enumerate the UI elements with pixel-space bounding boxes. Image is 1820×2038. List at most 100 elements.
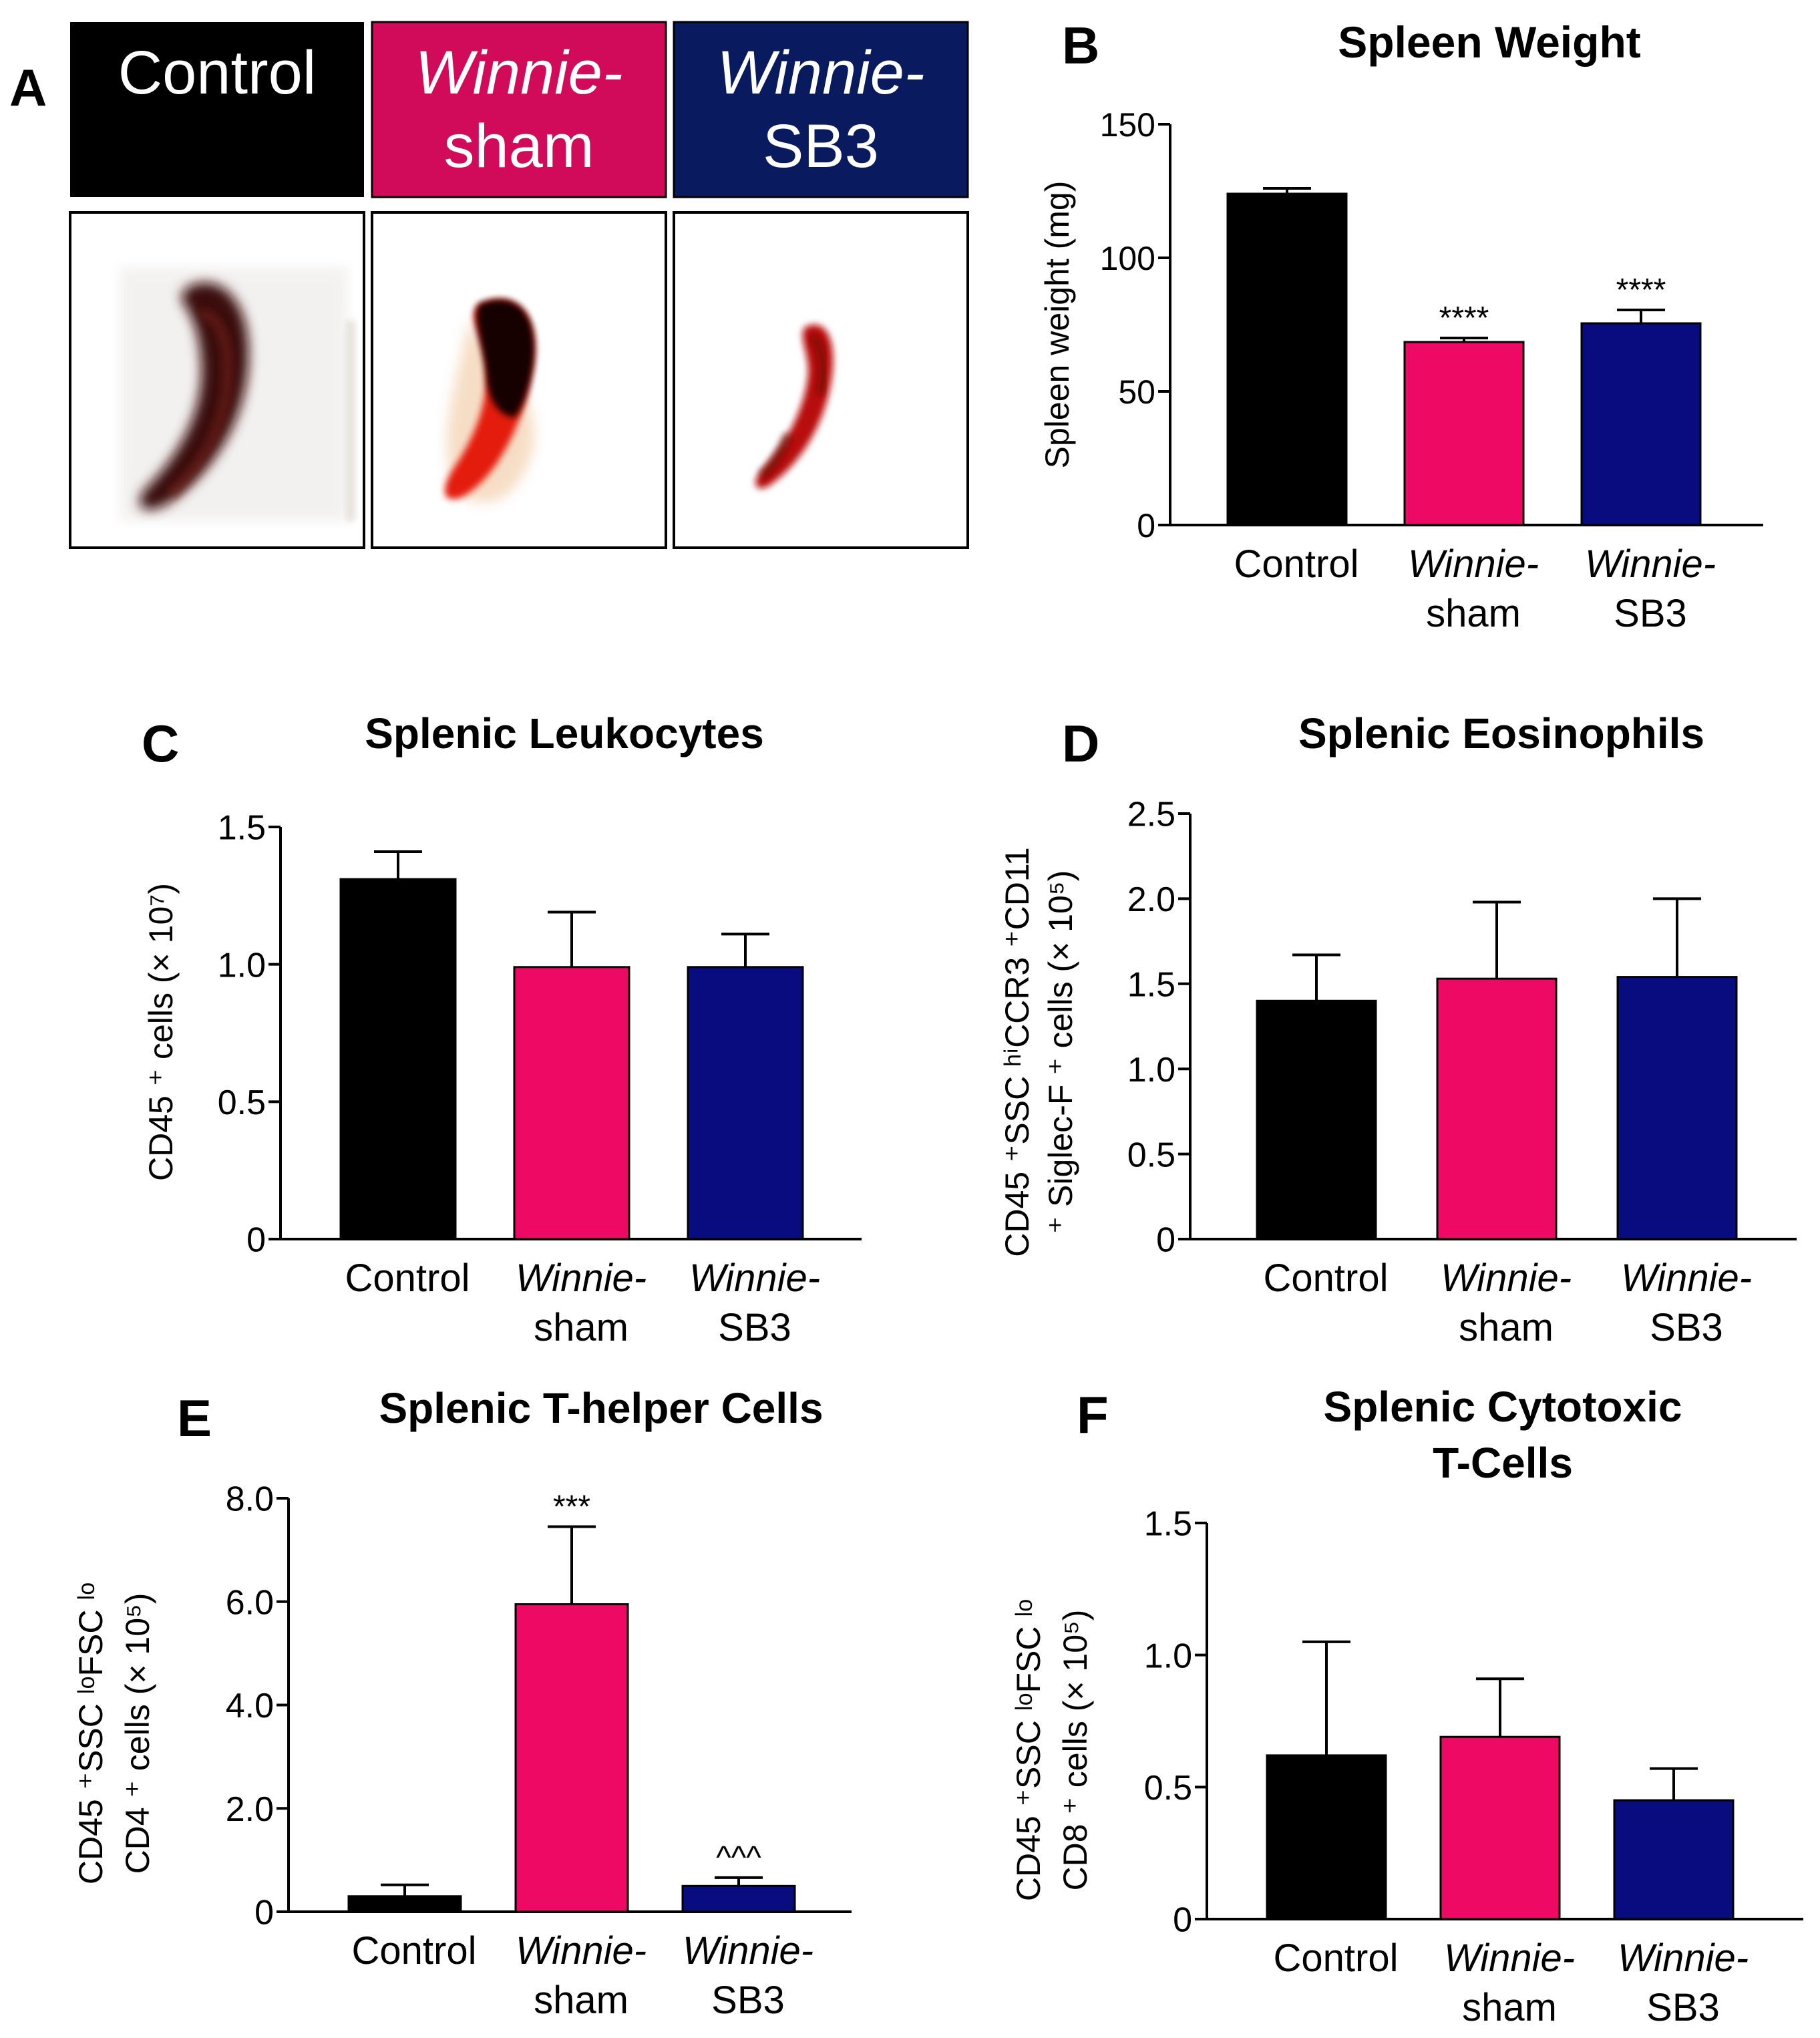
y-tick-label: 2.0 bbox=[226, 1790, 274, 1829]
panel-letter: B bbox=[1062, 16, 1099, 75]
y-tick-label: 0.5 bbox=[218, 1083, 266, 1122]
x-category-label: SB3 bbox=[711, 1979, 785, 2022]
y-tick-label: 0.5 bbox=[1127, 1136, 1175, 1174]
y-tick-label: 1.0 bbox=[1127, 1051, 1175, 1089]
y-tick-label: 0 bbox=[246, 1221, 266, 1260]
bar bbox=[1266, 1754, 1387, 1920]
x-category-label: SB3 bbox=[1614, 592, 1687, 635]
x-category-label: sham bbox=[1426, 592, 1521, 635]
x-category-label: Winnie- bbox=[516, 1929, 647, 1973]
x-category-label: Winnie- bbox=[683, 1929, 813, 1973]
y-tick-label: 0 bbox=[1156, 1221, 1175, 1260]
bar bbox=[339, 878, 457, 1240]
chart-splenic-cytotoxic-t-cells: F Splenic Cytotoxic T-Cells CD45 ⁺SSC ˡᵒFSC… bbox=[1010, 1383, 1803, 2029]
bar bbox=[687, 966, 804, 1240]
x-category-label: Winnie- bbox=[1444, 1936, 1575, 1980]
x-category-label: Winnie- bbox=[1585, 542, 1716, 586]
y-tick-label: 0 bbox=[254, 1894, 274, 1932]
y-axis-label: Spleen weight (mg) bbox=[1039, 181, 1076, 469]
label-control-plain: Control bbox=[118, 39, 317, 107]
chart-title: T-Cells bbox=[1433, 1439, 1573, 1487]
significance-label: **** bbox=[1616, 273, 1666, 308]
bar bbox=[1580, 322, 1702, 526]
chart-splenic-t-helper-cells: E Splenic T-helper Cells CD45 ⁺SSC ˡᵒFSC ˡ… bbox=[72, 1384, 852, 2022]
bar bbox=[1403, 341, 1525, 526]
x-category-label: SB3 bbox=[1646, 1986, 1720, 2029]
bar bbox=[514, 1603, 629, 1913]
panel-a-letter: A bbox=[9, 58, 47, 117]
y-tick-label: 6.0 bbox=[226, 1583, 274, 1622]
bar bbox=[513, 966, 630, 1240]
label-sb3-line1: Winnie- bbox=[717, 39, 924, 107]
y-axis-label: CD45 ⁺SSC ˡᵒFSC ˡᵒ bbox=[72, 1582, 110, 1884]
y-tick-label: 1.5 bbox=[218, 809, 266, 848]
panel-letter: F bbox=[1077, 1385, 1109, 1444]
x-category-label: sham bbox=[534, 1979, 628, 2022]
x-category-label: Winnie- bbox=[1441, 1256, 1572, 1300]
panel-letter: C bbox=[142, 714, 179, 773]
chart-spleen-weight: B Spleen Weight Spleen weight (mg) 0 50 100 15… bbox=[1039, 16, 1763, 635]
x-category-label: Control bbox=[352, 1929, 477, 1973]
y-tick-label: 150 bbox=[1100, 106, 1155, 144]
chart-title: Splenic Leukocytes bbox=[365, 709, 764, 757]
y-axis-label: ⁺ Siglec-F ⁺ cells (× 10⁵) bbox=[1042, 870, 1079, 1234]
x-category-label: SB3 bbox=[1650, 1306, 1723, 1349]
significance-label: *** bbox=[553, 1490, 590, 1525]
y-tick-label: 0 bbox=[1137, 507, 1155, 544]
label-box-sham bbox=[371, 21, 667, 198]
panel-a: A Control Winnie- sham Winnie- SB3 bbox=[9, 21, 969, 549]
y-tick-label: 0 bbox=[1173, 1901, 1192, 1940]
x-category-label: Control bbox=[1234, 542, 1359, 586]
y-axis-label: CD4 ⁺ cells (× 10⁵) bbox=[119, 1593, 156, 1874]
y-tick-label: 2.5 bbox=[1127, 796, 1175, 834]
y-tick-label: 50 bbox=[1118, 373, 1155, 411]
panel-letter: E bbox=[177, 1389, 212, 1448]
panel-letter: D bbox=[1062, 714, 1099, 773]
x-category-label: Control bbox=[1274, 1936, 1399, 1980]
label-sham-line1: Winnie- bbox=[415, 39, 622, 107]
spleen-photo-control bbox=[120, 267, 355, 521]
bar bbox=[1613, 1799, 1735, 1920]
bar bbox=[347, 1895, 462, 1913]
x-category-label: Control bbox=[345, 1256, 470, 1300]
y-axis-label: CD45 ⁺ cells (× 10⁷) bbox=[142, 883, 180, 1181]
x-category-label: sham bbox=[1462, 1986, 1557, 2029]
chart-title: Splenic Eosinophils bbox=[1298, 709, 1704, 757]
y-tick-label: 4.0 bbox=[226, 1687, 274, 1725]
y-tick-label: 2.0 bbox=[1127, 880, 1175, 919]
bar bbox=[1256, 999, 1377, 1240]
bar bbox=[1226, 192, 1348, 526]
x-category-label: Winnie- bbox=[1408, 542, 1539, 586]
significance-label: ^^^ bbox=[716, 1840, 761, 1876]
x-category-label: sham bbox=[1459, 1306, 1554, 1349]
y-tick-label: 1.0 bbox=[218, 946, 266, 985]
y-tick-label: 1.5 bbox=[1144, 1505, 1192, 1544]
x-category-label: Winnie- bbox=[1618, 1936, 1749, 1980]
label-box-control bbox=[70, 22, 364, 197]
y-axis-label: CD45 ⁺SSC ˡᵒFSC ˡᵒ bbox=[1010, 1599, 1047, 1901]
chart-title: Splenic T-helper Cells bbox=[379, 1384, 823, 1432]
label-control: Control bbox=[118, 39, 317, 107]
y-tick-label: 1.0 bbox=[1144, 1637, 1192, 1675]
label-box-sb3 bbox=[673, 21, 969, 198]
label-sham-line2: sham bbox=[444, 112, 594, 180]
bar bbox=[1436, 977, 1558, 1240]
chart-title: Spleen Weight bbox=[1338, 17, 1641, 67]
spleen-photo-sham bbox=[445, 299, 535, 502]
x-category-label: Winnie- bbox=[1621, 1256, 1752, 1300]
y-tick-label: 100 bbox=[1100, 240, 1155, 277]
bar bbox=[1439, 1735, 1561, 1920]
y-tick-label: 1.5 bbox=[1127, 966, 1175, 1005]
bar bbox=[1616, 976, 1738, 1240]
x-category-label: SB3 bbox=[718, 1306, 791, 1349]
x-category-label: Winnie- bbox=[689, 1256, 820, 1300]
x-category-label: Winnie- bbox=[516, 1256, 647, 1300]
chart-splenic-eosinophils: D Splenic Eosinophils CD45 ⁺SSC ʰⁱCCR3 ⁺CD… bbox=[998, 709, 1797, 1349]
x-category-label: sham bbox=[534, 1306, 628, 1349]
y-tick-label: 0.5 bbox=[1144, 1769, 1192, 1808]
label-sb3-line2: SB3 bbox=[763, 112, 879, 180]
y-tick-label: 8.0 bbox=[226, 1480, 274, 1519]
y-axis-label: CD8 ⁺ cells (× 10⁵) bbox=[1057, 1610, 1094, 1891]
